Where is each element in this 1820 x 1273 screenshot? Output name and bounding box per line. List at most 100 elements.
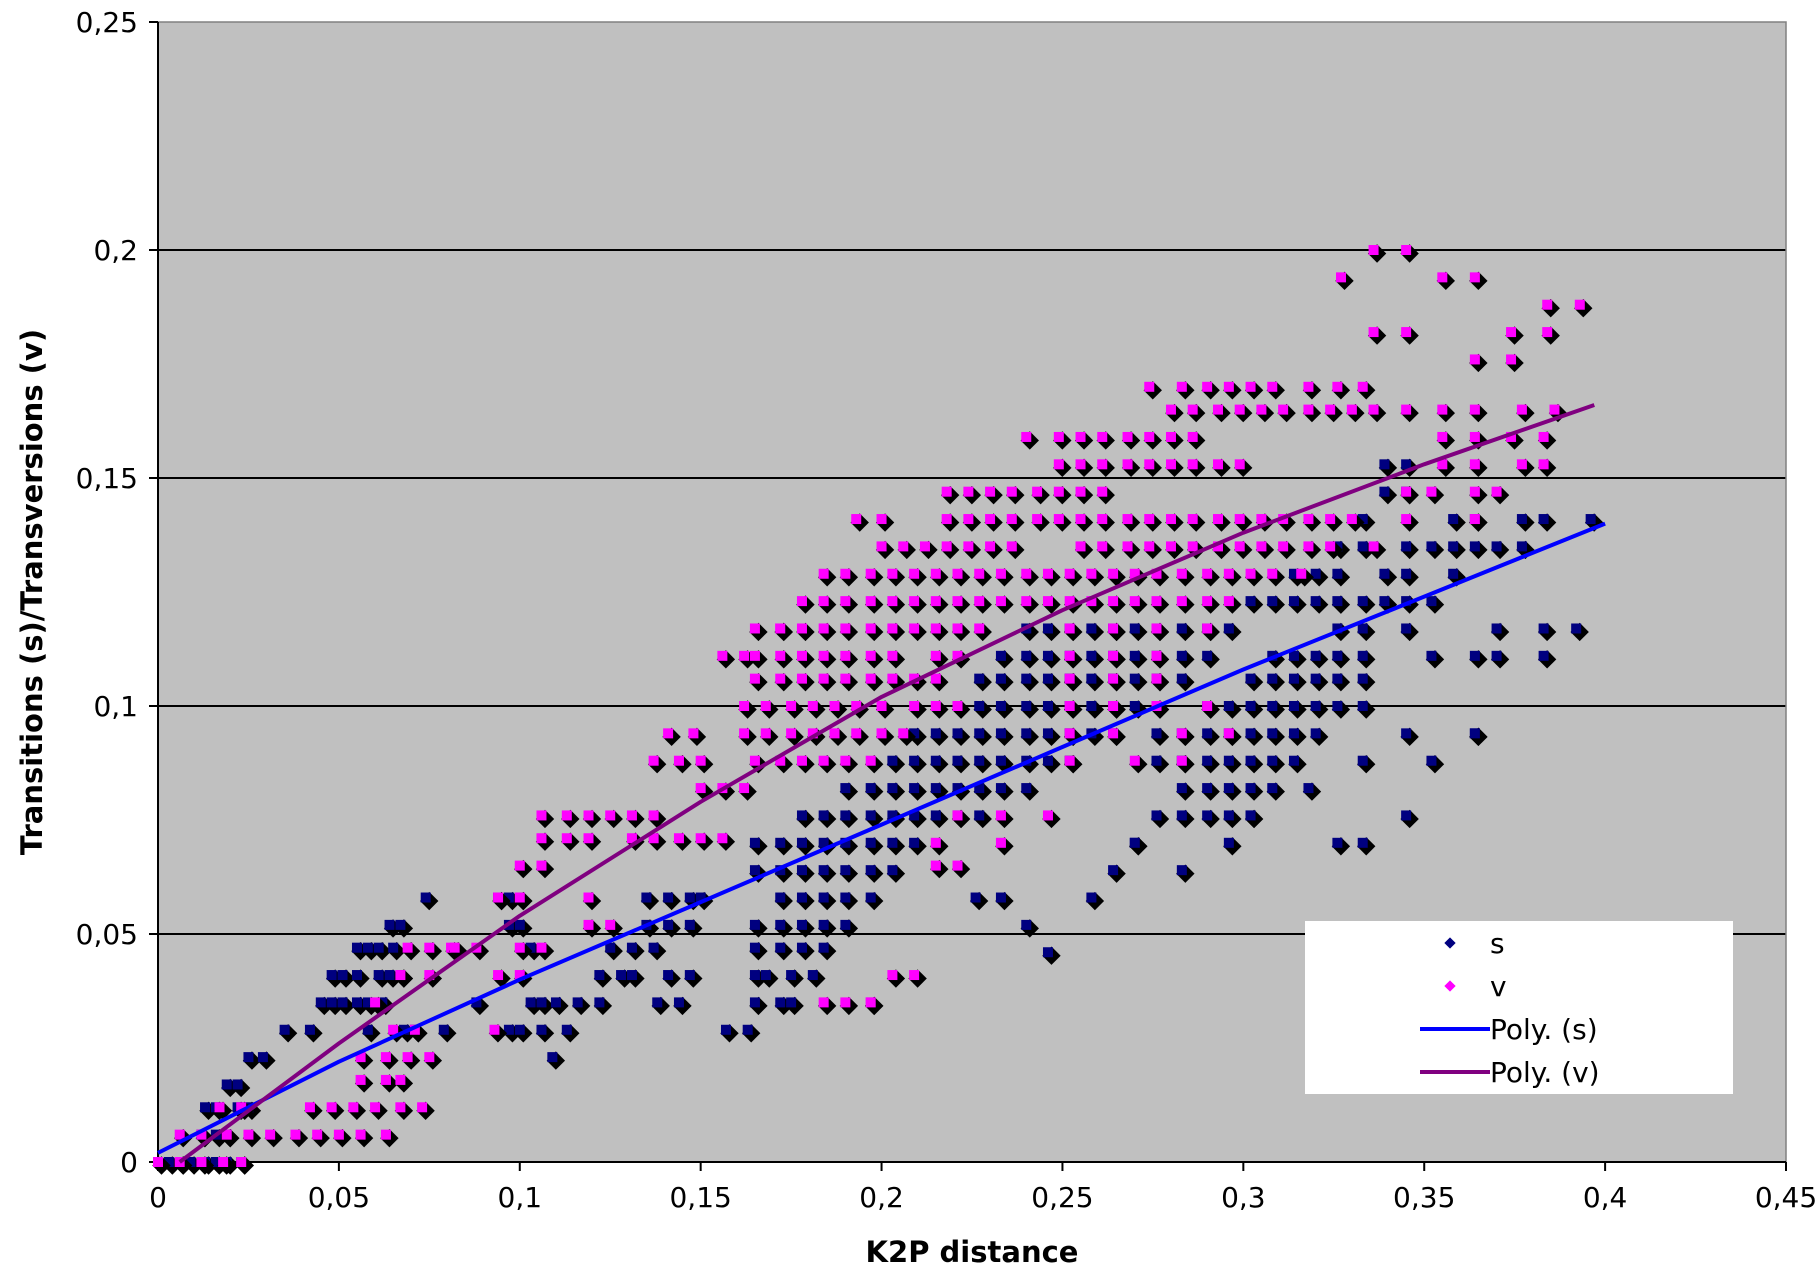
point-s <box>1129 673 1140 684</box>
point-s <box>1401 568 1412 579</box>
point-v <box>380 1129 391 1140</box>
point-v <box>1437 459 1448 470</box>
point-s <box>930 810 941 821</box>
point-v <box>952 596 963 607</box>
point-s <box>626 942 637 953</box>
point-v <box>786 701 797 711</box>
point-s <box>786 997 797 1008</box>
point-v <box>995 837 1006 848</box>
point-v <box>1325 541 1336 552</box>
point-v <box>1469 404 1480 415</box>
point-v <box>865 673 876 684</box>
x-tick-label: 0,35 <box>1393 1181 1455 1214</box>
point-v <box>1325 404 1336 415</box>
point-s <box>749 942 760 953</box>
point-s <box>1223 810 1234 821</box>
point-v <box>952 568 963 579</box>
point-v <box>775 673 786 684</box>
y-tick-label: 0,2 <box>93 234 138 267</box>
point-s <box>974 701 985 711</box>
point-v <box>1332 381 1343 392</box>
point-s <box>536 997 547 1008</box>
point-v <box>648 810 659 821</box>
point-s <box>1042 623 1053 634</box>
point-v <box>1006 541 1017 552</box>
point-s <box>930 728 941 739</box>
point-v <box>236 1157 247 1167</box>
point-s <box>1310 701 1321 711</box>
x-tick-label: 0,45 <box>1755 1181 1817 1214</box>
point-v <box>153 1157 163 1167</box>
point-s <box>1245 810 1256 821</box>
point-v <box>930 623 941 634</box>
point-s <box>1538 650 1549 661</box>
point-s <box>1448 568 1459 579</box>
point-s <box>775 942 786 953</box>
point-v <box>1223 568 1234 579</box>
point-s <box>1571 623 1582 634</box>
point-v <box>1303 541 1314 552</box>
point-v <box>1108 673 1119 684</box>
point-v <box>796 673 807 684</box>
point-v <box>1122 459 1133 470</box>
point-s <box>930 783 941 794</box>
point-s <box>1042 728 1053 739</box>
point-s <box>1202 728 1213 739</box>
point-v <box>1245 568 1256 579</box>
point-s <box>243 1052 254 1063</box>
point-v <box>887 650 898 661</box>
y-axis-ticks: 0 0,05 0,1 0,15 0,2 0,25 <box>76 6 158 1179</box>
point-v <box>583 810 594 821</box>
point-v <box>1122 514 1133 525</box>
point-s <box>1310 728 1321 739</box>
point-v <box>1021 568 1032 579</box>
point-v <box>196 1129 207 1140</box>
point-s <box>1357 541 1368 552</box>
point-v <box>829 701 840 711</box>
point-s <box>1176 865 1187 876</box>
point-v <box>941 541 952 552</box>
point-v <box>952 650 963 661</box>
point-v <box>1401 245 1412 255</box>
point-v <box>1097 431 1108 442</box>
point-v <box>1213 514 1224 525</box>
point-v <box>1574 299 1585 310</box>
point-v <box>1401 404 1412 415</box>
point-s <box>1223 837 1234 848</box>
point-s <box>663 970 674 981</box>
point-v <box>1256 404 1267 415</box>
point-s <box>1332 837 1343 848</box>
point-s <box>1129 623 1140 634</box>
point-v <box>775 623 786 634</box>
point-v <box>1021 431 1032 442</box>
point-s <box>995 892 1006 903</box>
point-v <box>1075 514 1086 525</box>
point-v <box>673 755 684 766</box>
legend-box <box>1305 921 1733 1094</box>
point-s <box>315 997 326 1008</box>
point-s <box>1401 623 1412 634</box>
point-v <box>851 514 862 525</box>
point-v <box>909 596 920 607</box>
point-s <box>840 810 851 821</box>
point-v <box>312 1129 323 1140</box>
point-v <box>717 650 728 661</box>
point-s <box>1426 650 1437 661</box>
point-s <box>887 810 898 821</box>
point-s <box>351 997 362 1008</box>
point-v <box>887 970 898 981</box>
point-s <box>1357 623 1368 634</box>
point-s <box>626 970 637 981</box>
point-s <box>1332 650 1343 661</box>
point-v <box>1032 514 1043 525</box>
point-v <box>887 623 898 634</box>
point-v <box>1108 596 1119 607</box>
point-s <box>663 892 674 903</box>
point-v <box>1042 810 1053 821</box>
point-v <box>898 728 909 739</box>
point-s <box>952 783 963 794</box>
point-s <box>995 755 1006 766</box>
point-s <box>304 1024 315 1035</box>
legend-marker-v <box>1444 980 1456 992</box>
point-v <box>536 860 547 871</box>
